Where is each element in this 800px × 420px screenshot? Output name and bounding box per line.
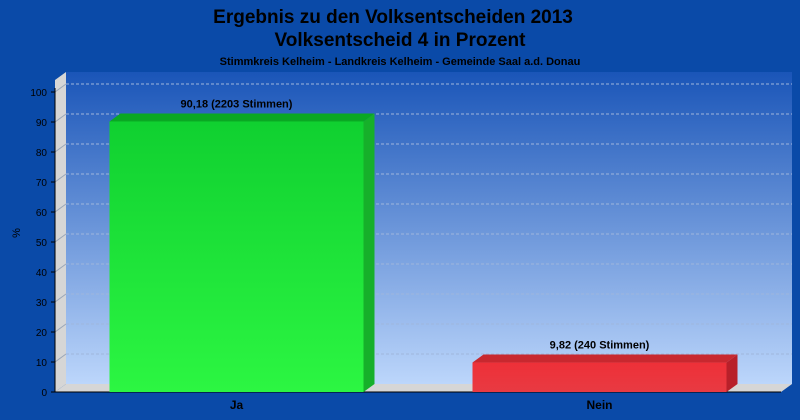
y-tick-label: 70 <box>36 178 48 189</box>
gridline-side <box>54 323 67 333</box>
y-tick-label: 40 <box>36 268 48 279</box>
gridline-side <box>54 83 67 93</box>
bar-side-nein <box>726 354 738 392</box>
gridline-side <box>54 173 67 183</box>
bar-nein <box>472 362 727 392</box>
y-tick-label: 10 <box>36 358 48 369</box>
data-label-nein: 9,82 (240 Stimmen) <box>550 340 650 352</box>
bar-top-ja <box>109 113 375 122</box>
y-tick-label: 90 <box>36 118 48 129</box>
chart-subtitle: Stimmkreis Kelheim - Landkreis Kelheim -… <box>220 56 581 68</box>
y-tick-label: 0 <box>41 388 47 399</box>
x-tick-label-ja: Ja <box>230 398 244 412</box>
bars: 90,18 (2203 Stimmen) Ja 9,82 (240 Stimmen)… <box>109 98 738 412</box>
bar-side-ja <box>363 113 375 393</box>
y-tick-label: 30 <box>36 298 48 309</box>
y-axis-ticks: 0 10 20 30 40 50 60 70 80 90 100 <box>30 88 56 399</box>
bar-top-nein <box>472 354 738 363</box>
gridline-side <box>54 203 67 213</box>
y-tick-label: 100 <box>30 88 47 99</box>
x-tick-label-nein: Nein <box>586 398 612 412</box>
y-tick-label: 50 <box>36 238 48 249</box>
gridline-side <box>54 233 67 243</box>
gridline-side <box>54 143 67 153</box>
gridline-side <box>54 113 67 123</box>
data-label-ja: 90,18 (2203 Stimmen) <box>181 98 293 110</box>
y-tick-label: 60 <box>36 208 48 219</box>
gridline-side <box>54 263 67 273</box>
y-axis-label: % <box>11 228 23 238</box>
y-tick-label: 80 <box>36 148 48 159</box>
gridline-side <box>54 293 67 303</box>
y-tick-label: 20 <box>36 328 48 339</box>
gridline-side <box>54 353 67 363</box>
chart-title: Ergebnis zu den Volksentscheiden 2013 <box>213 7 573 28</box>
chart-title-line2: Volksentscheid 4 in Prozent <box>275 30 527 51</box>
plot-left-wall <box>55 72 66 392</box>
bar-ja <box>109 121 364 393</box>
